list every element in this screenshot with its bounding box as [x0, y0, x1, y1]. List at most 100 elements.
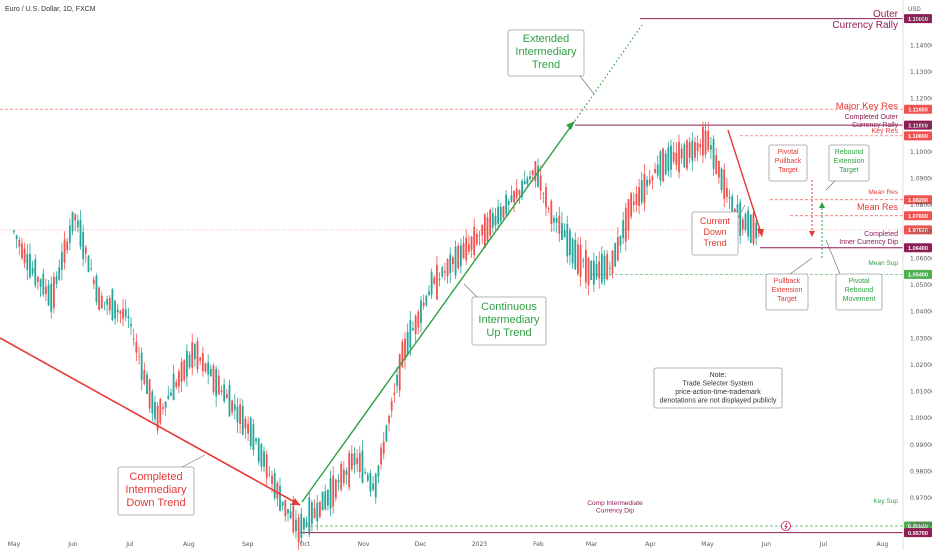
completed-down-trend-label: Completed Intermediary Down Trend [125, 471, 187, 509]
price-tag-label: 1.11600 [908, 107, 928, 113]
down-trend-line [0, 337, 301, 506]
price-tag-label: 1.06400 [908, 246, 928, 252]
price-tag-label: 1.07600 [908, 214, 928, 220]
candle-body [462, 243, 465, 258]
candle-body [313, 508, 316, 518]
x-tick-label: 2023 [472, 541, 487, 548]
candle-body [348, 453, 351, 488]
candle-body [175, 382, 178, 388]
candle-body [606, 254, 609, 280]
candle-body [108, 298, 111, 311]
candle-body [279, 485, 281, 511]
price-tag-outer_rally [904, 14, 932, 24]
candle-body [483, 214, 486, 249]
candle-body [111, 289, 114, 321]
candle-body [611, 250, 614, 274]
completed-outer-label: Completed Outer Currency Rally [845, 114, 899, 129]
candle-body [478, 235, 481, 237]
candle-body [534, 161, 537, 182]
price-tag-label: 1.08200 [908, 198, 928, 204]
candle-body [491, 213, 494, 228]
candle-body [600, 253, 603, 283]
candle-body [356, 457, 359, 465]
candle-body [92, 279, 95, 284]
candle-body [550, 200, 553, 225]
price-tag-label: 1.07066 [908, 228, 928, 234]
price-tag-label: 0.95700 [908, 531, 928, 537]
event-marker-icon[interactable] [781, 521, 791, 531]
pivotal-pullback-label: Pivotal Pullback Target [775, 149, 802, 174]
candle-body [622, 220, 625, 239]
candle-body [114, 300, 116, 319]
x-tick-label: May [701, 541, 714, 548]
candle-body [135, 341, 138, 353]
candle-body [342, 469, 345, 483]
currency-label: USD [908, 7, 921, 13]
y-tick-label: 1.07000 [910, 229, 932, 236]
candle-body [401, 341, 404, 368]
mean-res-label-2: Mean Res [857, 202, 899, 212]
candle-body [39, 279, 42, 288]
comp-dip-label: Comp Intermediate Currency Dip [587, 500, 643, 515]
candle-body [119, 311, 122, 314]
current-down-trend-leader [737, 204, 746, 219]
x-tick-label: Jun [761, 541, 772, 548]
y-tick-label: 1.06000 [910, 255, 932, 262]
candle-body [345, 470, 348, 475]
candle-body [284, 499, 287, 517]
chart-title: Euro / U.S. Dollar, 1D, FXCM [5, 6, 96, 13]
mean-sup-label: Mean Sup [868, 260, 898, 267]
candle-body [473, 227, 476, 256]
up-trend-line [301, 121, 575, 503]
candle-body [707, 131, 710, 150]
pivotal-rebound-leader [825, 239, 841, 275]
price-tag-label: 1.05400 [908, 273, 928, 279]
candle-body [353, 453, 356, 466]
y-tick-label: 1.11000 [910, 122, 932, 129]
candle-body [106, 299, 108, 305]
x-tick-label: Dec [415, 541, 427, 548]
candle-body [199, 357, 202, 361]
candle-body [396, 375, 398, 386]
candle-body [50, 283, 53, 312]
candle-body [212, 365, 215, 393]
candle-body [15, 235, 18, 240]
candle-body [241, 405, 244, 435]
candle-body [587, 257, 590, 285]
candle-body [696, 142, 699, 152]
candle-body [686, 140, 688, 169]
candle-body [268, 474, 271, 476]
candle-body [566, 223, 569, 257]
candle-body [60, 252, 63, 270]
pivotal-rebound-box [835, 273, 883, 311]
candle-body [116, 309, 119, 313]
y-tick-label: 1.12000 [910, 96, 932, 103]
candle-body [481, 224, 484, 236]
candle-body [510, 195, 513, 202]
mean-res-label-1: Mean Res [868, 189, 898, 196]
note-box [653, 367, 783, 409]
candle-body [130, 323, 132, 327]
candle-body [499, 206, 502, 222]
candle-body [300, 513, 303, 539]
candle-body [678, 141, 680, 173]
completed-down-trend-box [117, 466, 195, 516]
candle-body [489, 209, 492, 236]
x-tick-label: Apr [645, 541, 656, 548]
candle-body [497, 206, 500, 224]
candle-body [340, 463, 343, 490]
candle-body [648, 179, 651, 184]
candle-body [361, 450, 364, 483]
candle-body [380, 447, 382, 465]
candle-body [369, 472, 372, 492]
up-trend-arrow [566, 121, 575, 130]
candle-body [683, 144, 686, 168]
candle-body [21, 243, 23, 259]
candle-body [98, 287, 101, 311]
candle-body [193, 344, 196, 360]
candle-body [231, 400, 234, 413]
candle-body [702, 126, 704, 156]
candle-body [76, 220, 79, 228]
